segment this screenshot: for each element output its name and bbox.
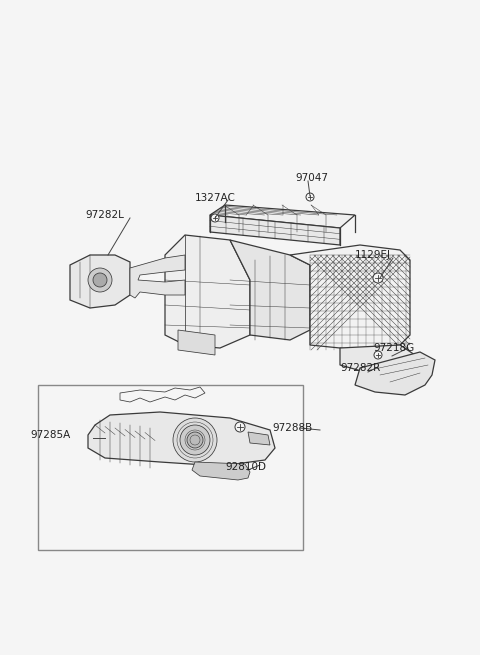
Circle shape xyxy=(173,418,217,462)
Circle shape xyxy=(306,193,314,201)
Circle shape xyxy=(235,422,245,432)
Polygon shape xyxy=(290,245,410,350)
Polygon shape xyxy=(210,205,355,228)
Polygon shape xyxy=(88,412,275,466)
Circle shape xyxy=(187,432,203,448)
Polygon shape xyxy=(178,330,215,355)
Circle shape xyxy=(88,268,112,292)
Polygon shape xyxy=(165,235,250,348)
Text: 97282L: 97282L xyxy=(85,210,124,220)
Text: 97288B: 97288B xyxy=(272,423,312,433)
Circle shape xyxy=(211,214,219,222)
Circle shape xyxy=(93,273,107,287)
Circle shape xyxy=(180,425,210,455)
Polygon shape xyxy=(192,462,250,480)
Text: 97047: 97047 xyxy=(295,173,328,183)
Polygon shape xyxy=(230,240,310,340)
Polygon shape xyxy=(340,345,415,372)
Polygon shape xyxy=(210,215,340,245)
Text: 97282R: 97282R xyxy=(340,363,380,373)
Polygon shape xyxy=(130,255,185,298)
Polygon shape xyxy=(355,352,435,395)
Polygon shape xyxy=(70,255,130,308)
Circle shape xyxy=(374,351,382,359)
Polygon shape xyxy=(248,432,270,445)
Text: 1327AC: 1327AC xyxy=(195,193,236,203)
Text: 97218G: 97218G xyxy=(373,343,414,353)
Bar xyxy=(38,385,303,550)
Text: 1129EJ: 1129EJ xyxy=(355,250,391,260)
Circle shape xyxy=(373,273,383,283)
Text: 97285A: 97285A xyxy=(30,430,70,440)
Text: 92810D: 92810D xyxy=(225,462,266,472)
